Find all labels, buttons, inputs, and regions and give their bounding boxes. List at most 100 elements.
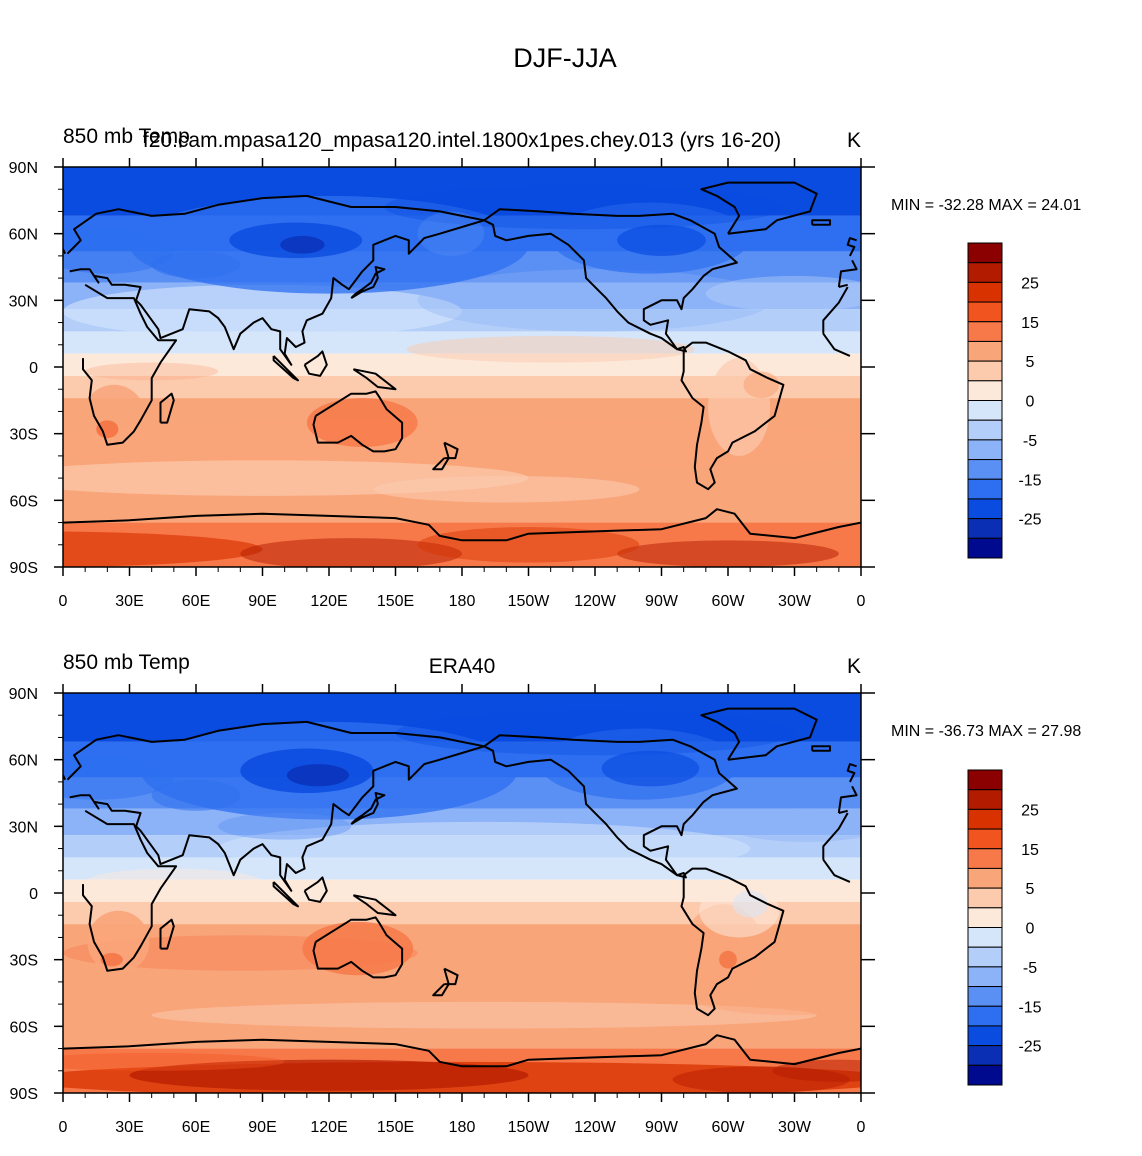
temperature-contour [417,269,773,332]
x-tick-label: 30W [778,593,812,610]
y-tick-label: 60S [10,1019,38,1036]
colorbar-box [967,1045,1003,1066]
temperature-contour [306,398,418,447]
colorbar-box [967,808,1003,830]
temperature-contour [63,1053,285,1071]
coastline-newzealand2 [432,983,450,997]
x-tick-label: 90E [248,1119,276,1136]
temperature-contour [85,868,263,896]
coastline-madagascar [159,392,175,424]
coastline-africa [822,812,849,860]
colorbar-label: 15 [1021,842,1039,859]
x-tick-label: 60W [712,593,746,610]
x-tick-label: 120E [310,1119,347,1136]
figure-title: DJF-JJA [513,43,617,73]
colorbar-box [967,340,1003,362]
colorbar-box [967,419,1003,441]
colorbar-box [967,380,1003,401]
temperature-contour [286,764,349,787]
x-tick-label: 120E [310,593,347,610]
temperature-contour [406,335,695,363]
colorbar-box [967,1064,1003,1086]
colorbar-label: -25 [1018,1039,1041,1056]
temperature-contour [82,384,146,447]
min-max-text: MIN = -32.28 MAX = 24.01 [891,197,1081,214]
coastline-eurasia [838,809,848,814]
panel-title-center: f20.cam.mpasa120_mpasa120.intel.1800x1pe… [143,129,781,152]
temperature-contour [280,235,325,254]
colorbar-box [967,301,1003,323]
coastline-newguinea [352,894,397,917]
temperature-contour [63,418,861,472]
coastline-antarctica [63,508,861,542]
coastline-australia [312,390,404,453]
colorbar: 25 15 5 0 -5 -15 -25 [967,769,1042,1086]
panel-model: 0 30E 60E 90E 120E 150E 180 150W 120W 90W 60W 30W 0 9… [9,125,1082,610]
colorbar-label: -5 [1023,433,1037,450]
temperature-contour [373,475,640,503]
coastline-japan [350,266,386,299]
coastline-eurasia [838,283,848,288]
coastline-newzealand [443,441,459,460]
coastline-eurasia [66,720,486,892]
temperature-contour [728,810,861,842]
panel-title-center: ERA40 [429,655,496,678]
temperature-band [63,375,861,399]
coastline-greenland [700,181,818,235]
map-area [63,167,861,567]
x-tick-label: 90W [645,1119,679,1136]
panel-title-units: K [847,655,861,678]
x-tick-label: 120W [574,1119,617,1136]
colorbar-box [967,537,1003,559]
y-tick-label: 60S [10,493,38,510]
x-tick-label: 0 [857,593,866,610]
x-tick-label: 0 [59,1119,68,1136]
coastline-borneo [303,350,328,377]
panel-title-left: 850 mb Temp [63,125,190,148]
panel-title-left: 850 mb Temp [63,651,190,674]
colorbar-label: -5 [1023,960,1037,977]
coastline-sumatra [272,881,299,908]
temperature-contour [617,224,706,256]
coastline-africa [822,859,851,883]
y-tick-label: 60N [9,227,38,244]
colorbar-box [967,242,1003,264]
colorbar-label: 5 [1026,354,1035,371]
y-tick-label: 90S [10,1086,38,1103]
temperature-contour [218,821,751,876]
colorbar-box [967,439,1003,461]
colorbar-box [967,281,1003,303]
temperature-contour [151,251,241,279]
coastline-iceland [811,745,831,752]
temperature-contour [100,953,123,967]
coastlines [63,181,861,542]
x-tick-label: 180 [449,1119,476,1136]
x-tick-label: 150W [508,593,551,610]
colorbar-label: 0 [1026,921,1035,938]
colorbar-label: -15 [1018,999,1041,1016]
y-tick-label: 90N [9,686,38,703]
coastline-newzealand [443,967,459,986]
coastline-britain [846,237,857,257]
temperature-band [63,693,861,742]
colorbar-box [967,518,1003,539]
temperature-contour [617,540,839,567]
coastline-newzealand2 [432,457,450,471]
y-tick-label: 30S [10,427,38,444]
temperature-band [63,879,861,902]
x-tick-label: 60E [182,1119,210,1136]
temperature-contour [63,531,263,567]
temperature-contour [129,1059,529,1091]
colorbar-box [967,828,1003,850]
colorbar-label: 25 [1021,802,1039,819]
temperature-contour [63,284,462,339]
colorbar-box [967,498,1003,520]
coastline-japan [350,792,386,825]
colorbar-box [967,478,1003,500]
coastline-madagascar [159,918,175,950]
colorbar-label: -15 [1018,472,1041,489]
x-tick-label: 0 [857,1119,866,1136]
colorbar-box [967,986,1003,1007]
colorbar-box [967,927,1003,948]
